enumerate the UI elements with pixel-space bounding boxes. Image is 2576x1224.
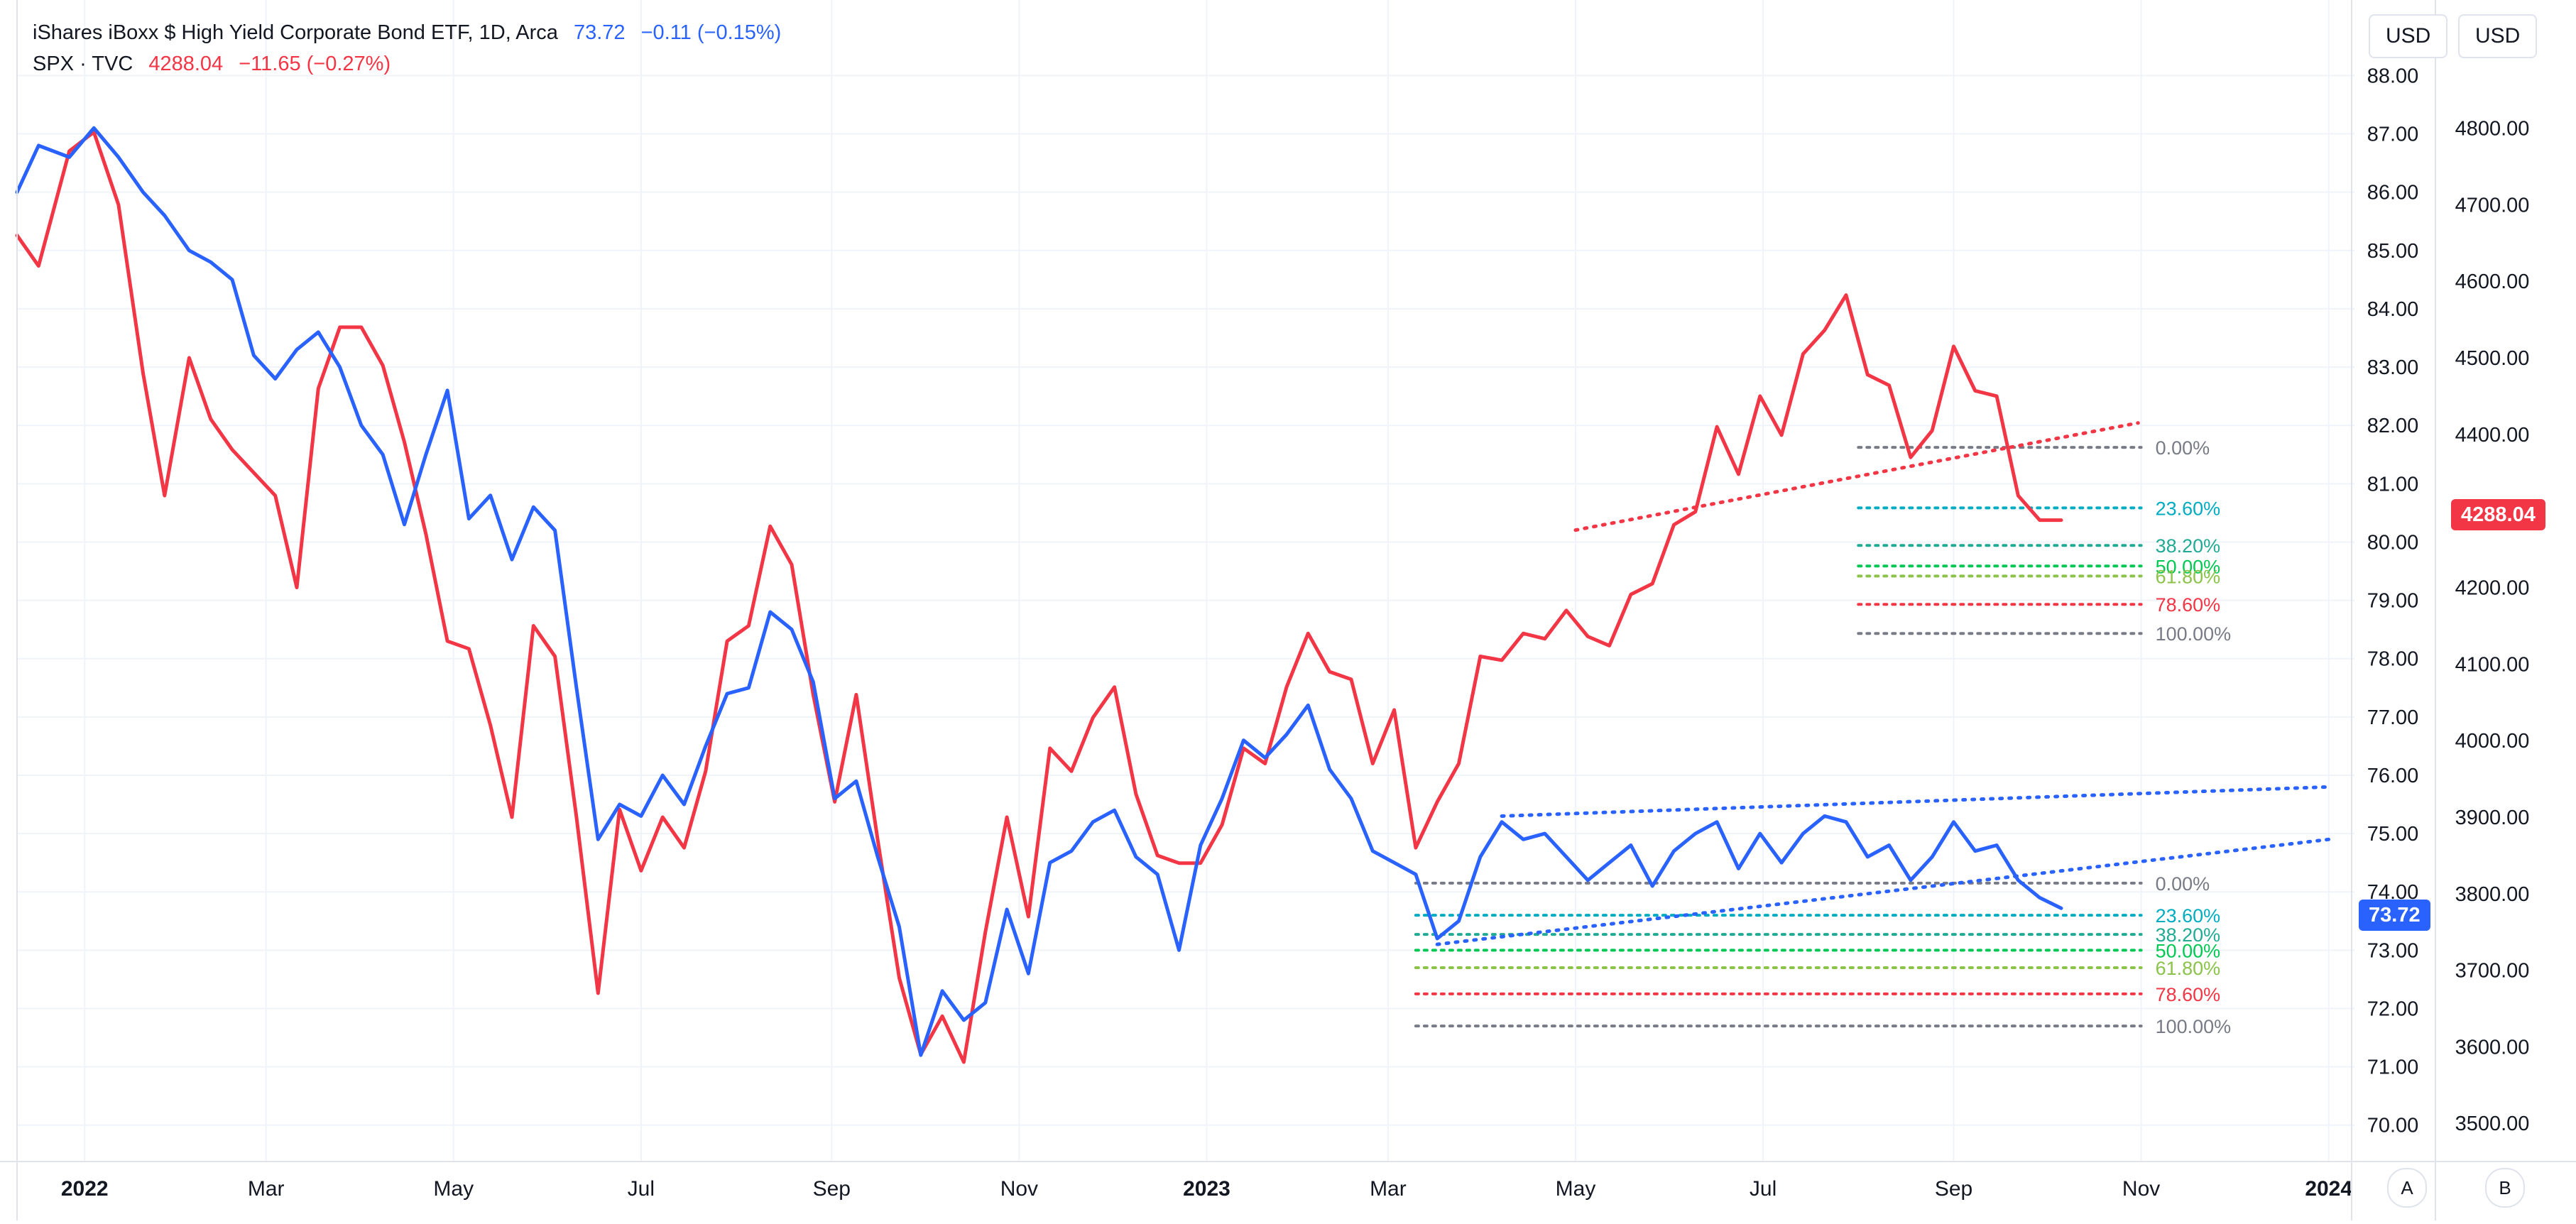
y-left-tick-label: 83.00 (2367, 356, 2419, 379)
fib-level-label: 78.60% (2156, 984, 2221, 1005)
x-tick-label: 2024 (2305, 1177, 2352, 1201)
x-tick-label: Mar (1370, 1177, 1407, 1201)
y-right-tick-label: 3900.00 (2455, 807, 2530, 829)
fib-level-label: 78.60% (2156, 594, 2221, 616)
y-right-tick-label: 4600.00 (2455, 271, 2530, 293)
x-tick-label: May (1556, 1177, 1596, 1201)
fib-layer: 0.00%23.60%38.20%50.00%61.80%78.60%100.0… (1414, 437, 2232, 1037)
trend-line (1500, 785, 2331, 818)
y-right-tick-label: 4500.00 (2455, 347, 2530, 370)
y-right-tick-label: 4000.00 (2455, 730, 2530, 753)
y-left-tick-label: 76.00 (2367, 765, 2419, 787)
y-right-tick-label: 4800.00 (2455, 118, 2530, 141)
trend-line (1573, 421, 2140, 532)
legend-spx-price: 4288.04 (148, 53, 224, 75)
grid-layer (17, 0, 2354, 1162)
x-tick-label: 2022 (61, 1177, 109, 1201)
y-right-tick-label: 3800.00 (2455, 883, 2530, 906)
legend-spx-name: SPX · TVC (33, 53, 133, 75)
fib-level-label: 61.80% (2156, 958, 2221, 979)
fib-level-label: 50.00% (2156, 940, 2221, 961)
hyg-last-price-badge: 73.72 (2359, 900, 2430, 931)
series-line-spx (15, 130, 2063, 1064)
y-right-tick-label: 4700.00 (2455, 194, 2530, 217)
scale-button-b[interactable]: B (2485, 1168, 2525, 1208)
y-left-tick-label: 78.00 (2367, 648, 2419, 671)
y-right-tick-label: 4100.00 (2455, 653, 2530, 676)
legend-hyg-price: 73.72 (573, 21, 626, 44)
y-left-tick-label: 75.00 (2367, 823, 2419, 846)
fib-level-label: 0.00% (2156, 873, 2210, 895)
fib-level-label: 38.20% (2156, 535, 2221, 557)
y-left-tick-label: 77.00 (2367, 706, 2419, 729)
legend-hyg-name: iShares iBoxx $ High Yield Corporate Bon… (33, 21, 558, 44)
y-left-tick-label: 84.00 (2367, 298, 2419, 321)
legend: iShares iBoxx $ High Yield Corporate Bon… (33, 17, 781, 80)
fib-level-label: 100.00% (2156, 623, 2232, 645)
y-right-tick-label: 4200.00 (2455, 577, 2530, 599)
legend-hyg-change: −0.11 (−0.15%) (640, 21, 782, 44)
x-tick-label: Sep (813, 1177, 851, 1201)
y-right-tick-label: 4400.00 (2455, 424, 2530, 447)
y-right-tick-label: 3700.00 (2455, 960, 2530, 983)
fib-level-label: 100.00% (2156, 1016, 2232, 1037)
currency-button-left[interactable]: USD (2369, 14, 2448, 58)
series-line-hyg (15, 126, 2063, 1057)
y-left-tick-label: 87.00 (2367, 124, 2419, 146)
y-left-tick-label: 86.00 (2367, 182, 2419, 204)
x-tick-label: Nov (1000, 1177, 1038, 1201)
y-right-tick-label: 3500.00 (2455, 1113, 2530, 1135)
spx-last-price-badge: 4288.04 (2451, 499, 2545, 530)
fib-level-label: 61.80% (2156, 566, 2221, 587)
y-left-tick-label: 71.00 (2367, 1056, 2419, 1079)
y-left-tick-label: 81.00 (2367, 473, 2419, 496)
trend-layer (1435, 421, 2331, 946)
y-left-tick-label: 80.00 (2367, 531, 2419, 554)
x-tick-label: Sep (1935, 1177, 1972, 1201)
x-tick-label: Nov (2122, 1177, 2160, 1201)
x-tick-label: 2023 (1183, 1177, 1230, 1201)
scale-button-a[interactable]: A (2387, 1168, 2427, 1208)
y-left-tick-label: 70.00 (2367, 1115, 2419, 1137)
legend-spx-change: −11.65 (−0.27%) (239, 53, 391, 75)
y-left-tick-label: 73.00 (2367, 939, 2419, 962)
y-left-tick-label: 72.00 (2367, 998, 2419, 1020)
fib-level-label: 38.20% (2156, 924, 2221, 946)
x-tick-label: Mar (248, 1177, 285, 1201)
x-tick-label: Jul (1750, 1177, 1777, 1201)
trend-line (1435, 837, 2331, 946)
y-left-tick-label: 82.00 (2367, 415, 2419, 437)
y-left-tick-label: 79.00 (2367, 590, 2419, 613)
y-left-tick-label: 85.00 (2367, 240, 2419, 263)
x-tick-label: May (433, 1177, 474, 1201)
fib-level-label: 50.00% (2156, 556, 2221, 577)
x-tick-label: Jul (628, 1177, 655, 1201)
fib-level-label: 23.60% (2156, 498, 2221, 519)
y-left-tick-label: 88.00 (2367, 65, 2419, 87)
series-layer (15, 126, 2063, 1064)
legend-row-hyg[interactable]: iShares iBoxx $ High Yield Corporate Bon… (33, 17, 781, 48)
fib-level-label: 0.00% (2156, 437, 2210, 459)
y-right-tick-label: 3600.00 (2455, 1036, 2530, 1059)
fib-level-label: 23.60% (2156, 905, 2221, 927)
legend-row-spx[interactable]: SPX · TVC 4288.04 −11.65 (−0.27%) (33, 48, 781, 80)
currency-button-right[interactable]: USD (2458, 14, 2538, 58)
